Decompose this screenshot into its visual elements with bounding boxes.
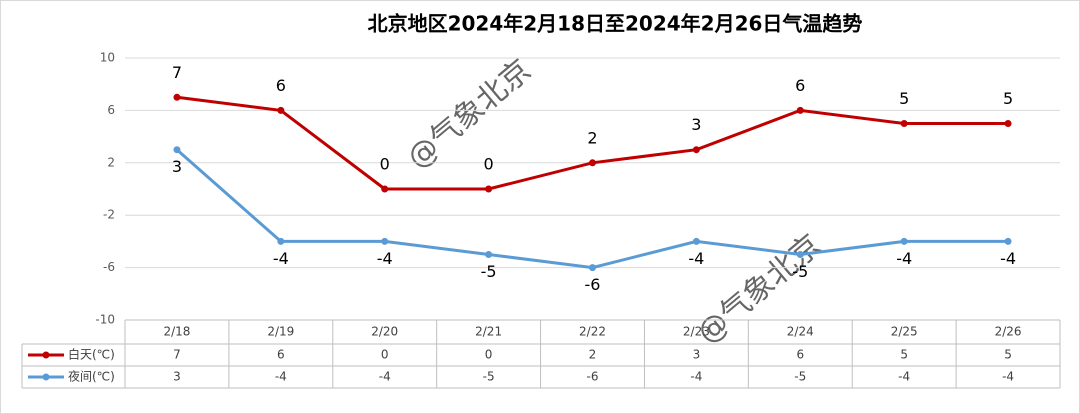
data-label: 5 (899, 89, 909, 108)
legend-marker (42, 351, 50, 359)
legend-label: 夜间(℃) (68, 369, 115, 384)
point (173, 93, 181, 101)
data-label: -4 (896, 249, 912, 268)
data-label: -4 (377, 249, 393, 268)
point (485, 185, 493, 193)
point (900, 120, 908, 127)
x-tick-label: 2/19 (267, 325, 294, 339)
x-tick-label: 2/22 (579, 325, 606, 339)
chart-title: 北京地区2024年2月18日至2024年2月26日气温趋势 (368, 12, 863, 36)
point (277, 106, 285, 114)
table-value: 5 (1004, 348, 1012, 362)
x-tick-label: 2/24 (787, 325, 814, 339)
data-label: -6 (585, 275, 601, 294)
x-tick-label: 2/26 (995, 325, 1022, 339)
table-value: -4 (898, 370, 910, 384)
table-value: -5 (794, 370, 806, 384)
table-value: 5 (900, 348, 908, 362)
table-value: 3 (173, 370, 181, 384)
table-value: 3 (693, 348, 701, 362)
table-value: 6 (796, 348, 804, 362)
table-value: -4 (275, 370, 287, 384)
y-tick-label: -6 (103, 260, 115, 274)
point (589, 159, 596, 167)
data-label: -5 (792, 262, 808, 281)
x-tick-label: 2/18 (163, 325, 190, 339)
table-value: -5 (483, 370, 495, 384)
table-value: -4 (379, 370, 391, 384)
point (381, 237, 389, 245)
data-label: 0 (484, 155, 494, 174)
table-value: 0 (485, 348, 493, 362)
point (277, 237, 285, 245)
table-value: 2 (589, 348, 597, 362)
x-tick-label: 2/21 (475, 325, 502, 339)
legend-label: 白天(℃) (68, 347, 115, 362)
point (900, 237, 908, 245)
data-label: 6 (276, 76, 286, 95)
data-label: 5 (1003, 89, 1013, 108)
point (381, 185, 389, 193)
data-label: 3 (691, 115, 701, 134)
point (692, 146, 700, 154)
y-tick-label: -10 (95, 313, 115, 327)
x-tick-label: 2/20 (371, 325, 398, 339)
data-label: 0 (380, 155, 390, 174)
data-label: 2 (587, 128, 597, 147)
point (1004, 120, 1012, 127)
data-label: 6 (795, 76, 805, 95)
y-tick-label: 6 (107, 103, 115, 117)
legend-marker (42, 373, 50, 381)
x-tick-label: 2/23 (683, 325, 710, 339)
table-value: 6 (277, 348, 285, 362)
x-tick-label: 2/25 (891, 325, 918, 339)
table-value: 7 (173, 348, 181, 362)
y-tick-label: -2 (103, 208, 115, 222)
table-value: 0 (381, 348, 389, 362)
data-label: -4 (1000, 249, 1016, 268)
point (796, 251, 804, 258)
data-label: 7 (172, 63, 182, 82)
y-tick-label: 2 (107, 155, 115, 169)
point (1004, 237, 1012, 245)
point (173, 146, 181, 154)
point (796, 106, 804, 114)
point (485, 251, 493, 258)
point (589, 264, 596, 272)
table-value: -6 (587, 370, 599, 384)
data-label: -4 (688, 249, 704, 268)
y-tick-label: 10 (100, 51, 115, 65)
data-label: -5 (481, 262, 497, 281)
table-value: -4 (1002, 370, 1014, 384)
data-label: -4 (273, 249, 289, 268)
data-label: 3 (172, 157, 182, 176)
table-value: -4 (690, 370, 702, 384)
point (692, 237, 700, 245)
